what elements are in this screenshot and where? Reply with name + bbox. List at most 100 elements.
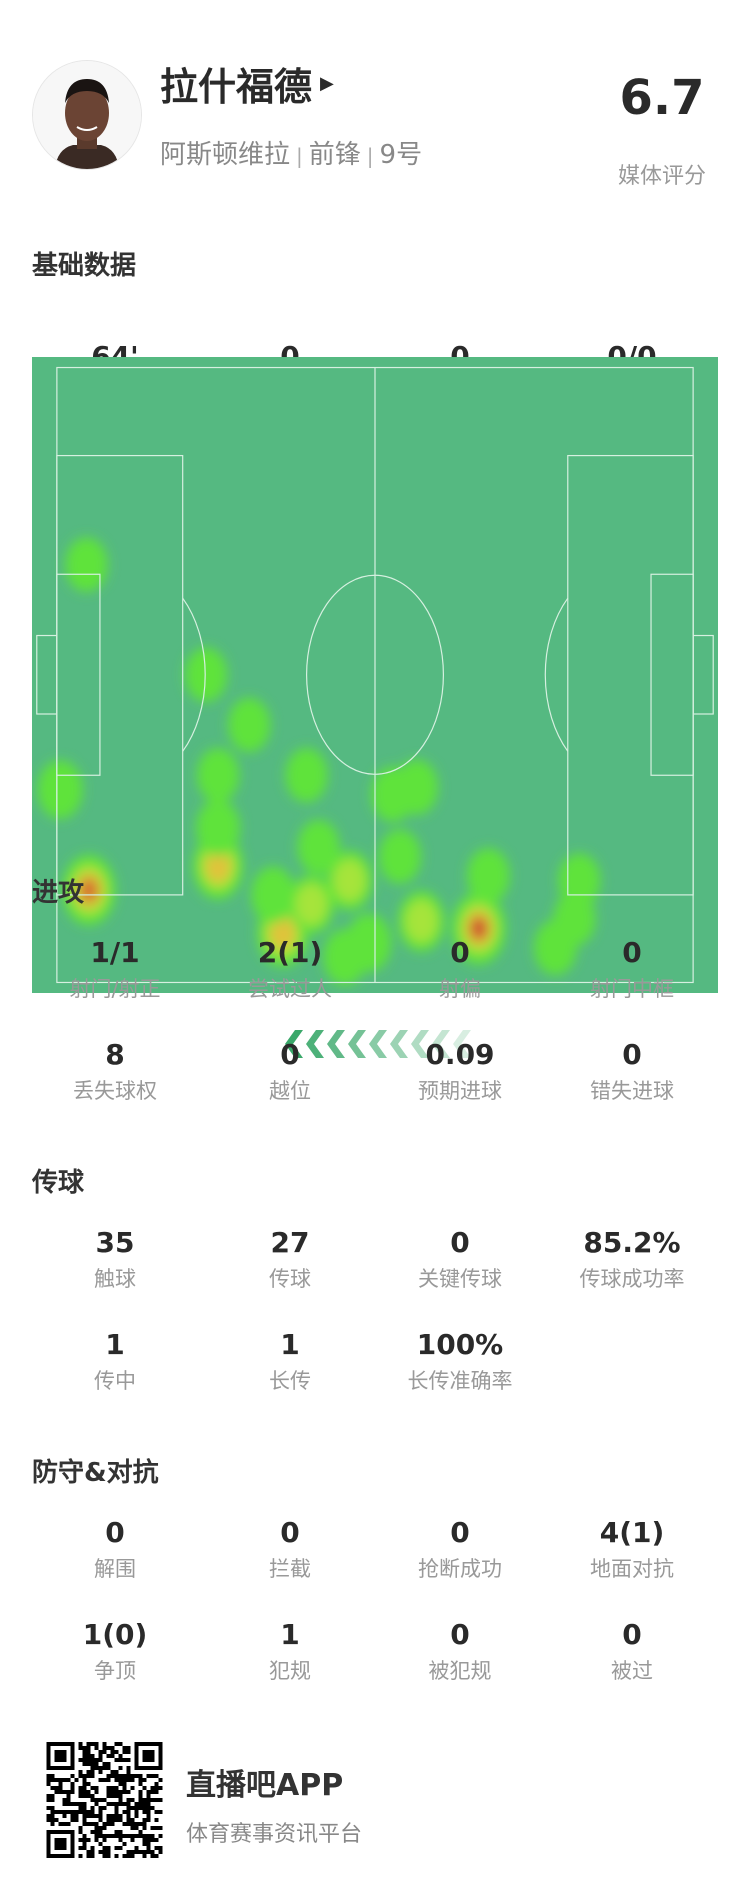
stat-item: 0 解围 bbox=[25, 1516, 205, 1582]
stat-item: 1 传中 bbox=[25, 1328, 205, 1394]
heat-spot bbox=[472, 920, 486, 937]
player-name-link[interactable]: 拉什福德 ▶ bbox=[160, 56, 334, 111]
heat-spot bbox=[395, 759, 439, 815]
player-name: 拉什福德 bbox=[160, 65, 313, 109]
stat-item: 0 越位 bbox=[200, 1038, 380, 1104]
heat-spot bbox=[205, 849, 231, 883]
stat-label: 长传 bbox=[269, 1369, 311, 1393]
stat-item: 27 传球 bbox=[200, 1226, 380, 1292]
stat-label: 射门中框 bbox=[590, 977, 674, 1001]
heat-spot bbox=[65, 537, 108, 592]
stat-value: 0 bbox=[450, 936, 470, 969]
stat-value: 0 bbox=[622, 936, 642, 969]
stat-value: 2(1) bbox=[257, 936, 323, 969]
heat-spot bbox=[251, 866, 296, 924]
app-name: 直播吧APP bbox=[186, 1768, 344, 1803]
heat-spot bbox=[378, 829, 422, 884]
stat-item: 0.09 预期进球 bbox=[370, 1038, 550, 1104]
stat-label: 触球 bbox=[94, 1267, 136, 1291]
stat-label: 丢失球权 bbox=[73, 1079, 157, 1103]
stat-value: 85.2% bbox=[583, 1226, 681, 1259]
stat-item: 8 丢失球权 bbox=[25, 1038, 205, 1104]
position: 前锋 bbox=[308, 140, 361, 170]
stat-label: 传球成功率 bbox=[579, 1267, 685, 1291]
stat-label: 抢断成功 bbox=[418, 1557, 502, 1581]
divider: | bbox=[366, 144, 374, 168]
media-rating: 6.7 bbox=[619, 70, 705, 126]
pitch-lines bbox=[36, 366, 714, 984]
stat-label: 地面对抗 bbox=[590, 1557, 674, 1581]
stat-label: 尝试过人 bbox=[248, 977, 332, 1001]
stat-value: 0 bbox=[280, 1516, 300, 1549]
stat-value: 1(0) bbox=[82, 1618, 148, 1651]
stat-value: 0 bbox=[450, 1226, 470, 1259]
chevron-left-icon bbox=[306, 1030, 324, 1058]
stat-label: 解围 bbox=[94, 1557, 136, 1581]
stat-value: 8 bbox=[105, 1038, 125, 1071]
heat-spot bbox=[333, 859, 366, 902]
attack-direction-arrows bbox=[285, 1030, 471, 1058]
stat-item: 0 射偏 bbox=[370, 936, 550, 1002]
heat-spot bbox=[37, 760, 83, 819]
stat-item: 0 抢断成功 bbox=[370, 1516, 550, 1582]
stat-label: 传球 bbox=[269, 1267, 311, 1291]
heat-spot bbox=[346, 913, 392, 972]
stat-value: 1 bbox=[105, 1328, 125, 1361]
stat-item: 1/1 射门/射正 bbox=[25, 936, 205, 1002]
heat-spot bbox=[295, 883, 328, 926]
player-avatar[interactable] bbox=[32, 60, 142, 170]
stat-value: 0 bbox=[450, 1618, 470, 1651]
chevron-left-icon bbox=[411, 1030, 429, 1058]
section-title-attack: 进攻 bbox=[32, 878, 85, 908]
heat-spot bbox=[269, 916, 296, 951]
stat-item: 0 拦截 bbox=[200, 1516, 380, 1582]
stat-item: 0 被犯规 bbox=[370, 1618, 550, 1684]
heat-spot bbox=[80, 878, 98, 902]
stat-item: 1 犯规 bbox=[200, 1618, 380, 1684]
stat-value: 1 bbox=[280, 1328, 300, 1361]
qr-code bbox=[46, 1742, 163, 1858]
chevron-left-icon bbox=[390, 1030, 408, 1058]
stat-label: 被过 bbox=[611, 1659, 653, 1683]
stat-item: 35 触球 bbox=[25, 1226, 205, 1292]
stat-value: 1/1 bbox=[90, 936, 140, 969]
section-title-passing: 传球 bbox=[32, 1168, 85, 1198]
stat-value: 0 bbox=[105, 1516, 125, 1549]
heat-spot bbox=[196, 799, 241, 857]
player-info: 阿斯顿维拉 | 前锋 | 9号 bbox=[160, 134, 422, 171]
heat-spot bbox=[404, 899, 438, 943]
chevron-left-icon bbox=[327, 1030, 345, 1058]
stat-value: 0 bbox=[280, 1038, 300, 1071]
divider: | bbox=[296, 144, 303, 168]
stat-value: 4(1) bbox=[599, 1516, 665, 1549]
stat-item: 0 错失进球 bbox=[542, 1038, 722, 1104]
stat-value: 27 bbox=[270, 1226, 310, 1259]
shirt-number: 9号 bbox=[379, 140, 423, 170]
stat-value: 0.09 bbox=[425, 1038, 495, 1071]
stat-value: 0 bbox=[622, 1038, 642, 1071]
stat-label: 越位 bbox=[269, 1079, 311, 1103]
heatmap-pitch bbox=[32, 357, 718, 993]
caret-right-icon: ▶ bbox=[320, 73, 334, 94]
heat-spot bbox=[553, 891, 596, 946]
stat-value: 1 bbox=[280, 1618, 300, 1651]
stat-item: 0 关键传球 bbox=[370, 1226, 550, 1292]
stat-label: 错失进球 bbox=[590, 1079, 674, 1103]
stat-item: 4(1) 地面对抗 bbox=[542, 1516, 722, 1582]
chevron-left-icon bbox=[369, 1030, 387, 1058]
stat-label: 长传准确率 bbox=[407, 1369, 513, 1393]
heat-spot bbox=[228, 697, 271, 753]
stat-value: 0 bbox=[450, 1516, 470, 1549]
stat-label: 射门/射正 bbox=[69, 977, 161, 1001]
stat-item: 0 被过 bbox=[542, 1618, 722, 1684]
stat-item: 100% 长传准确率 bbox=[370, 1328, 550, 1394]
team-name: 阿斯顿维拉 bbox=[160, 140, 291, 170]
stat-value: 0 bbox=[622, 1618, 642, 1651]
stat-item: 1(0) 争顶 bbox=[25, 1618, 205, 1684]
stat-item: 1 长传 bbox=[200, 1328, 380, 1394]
media-rating-label: 媒体评分 bbox=[617, 164, 706, 189]
stat-value: 35 bbox=[95, 1226, 135, 1259]
stat-value: 100% bbox=[416, 1328, 504, 1361]
app-tagline: 体育赛事资讯平台 bbox=[186, 1822, 363, 1847]
heatmap-layer bbox=[37, 537, 601, 986]
